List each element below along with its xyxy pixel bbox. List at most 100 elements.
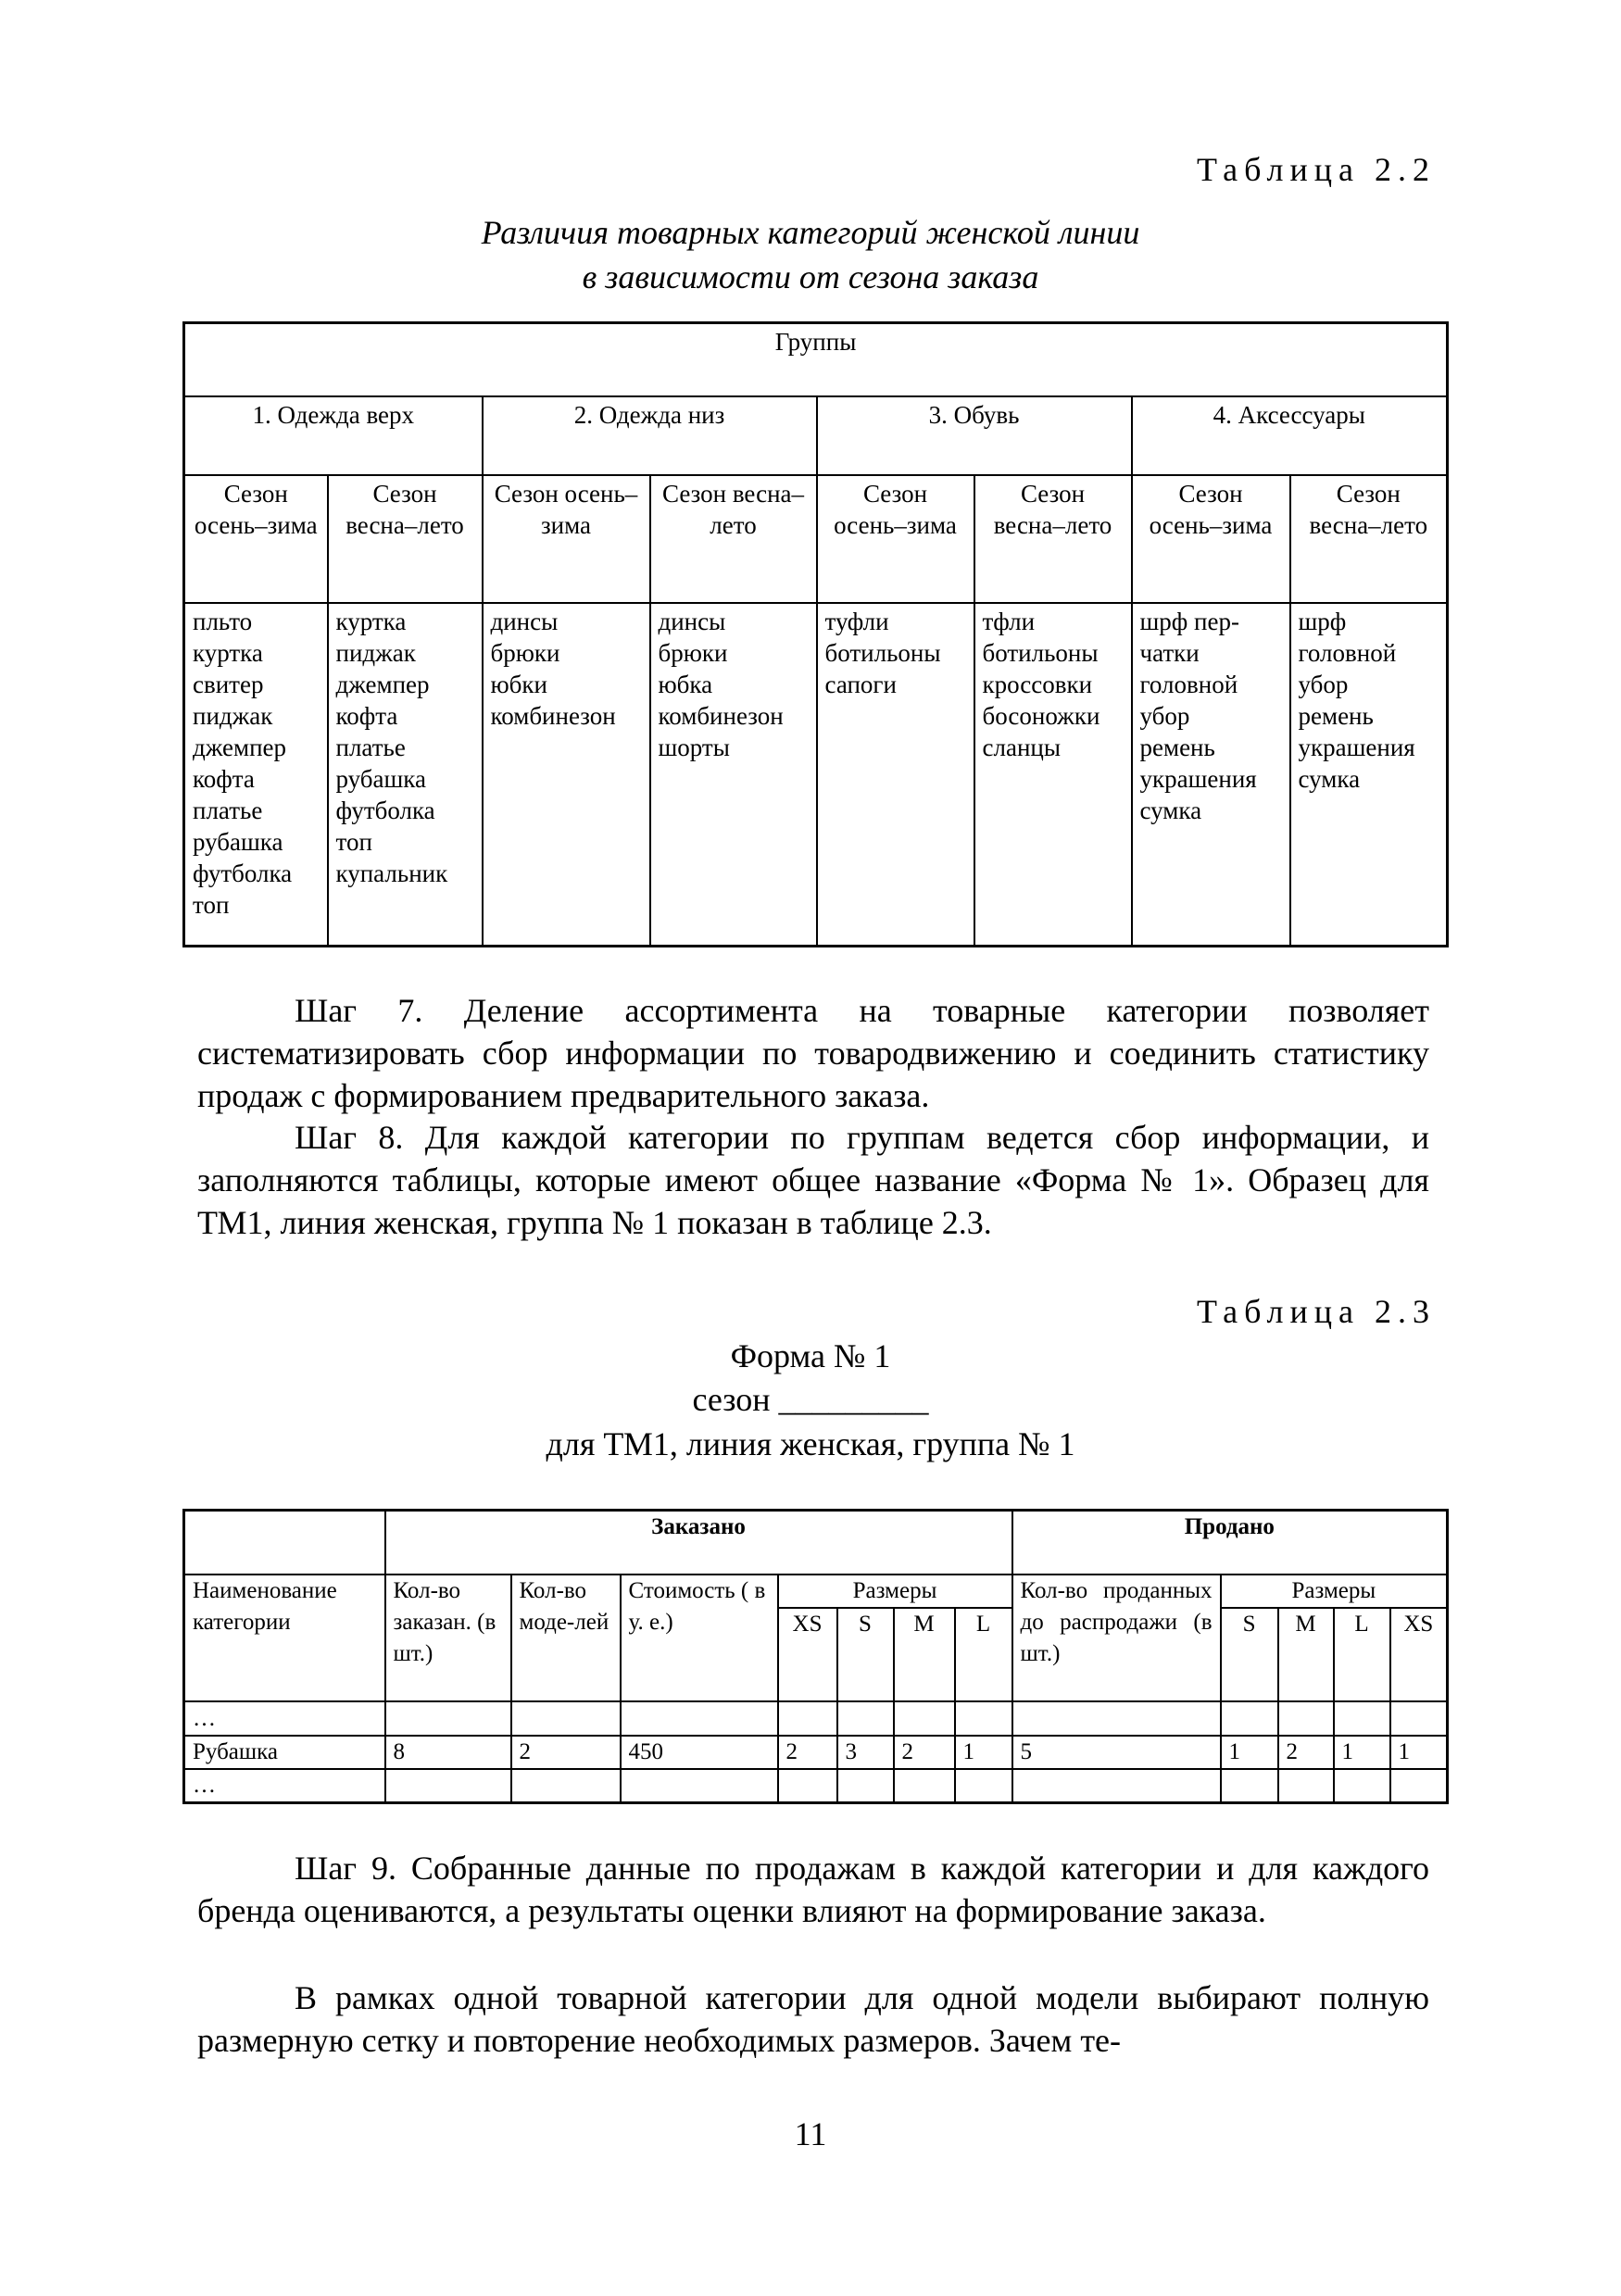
category-item: украшения (1139, 764, 1257, 793)
models-header: Кол-во моде-лей (509, 1573, 622, 1702)
table-2-3-label: Таблица 2.3 (1197, 1293, 1436, 1330)
table-2-2-label: Таблица 2.2 (1197, 151, 1436, 188)
category-list-cell: шрф пер-чатки головной убор ремень украшения… (1130, 601, 1291, 947)
step-7-text: Шаг 7. Деление ассортимента на товарные … (197, 992, 1429, 1114)
category-item: сумка (1139, 796, 1202, 824)
form-title: Форма № 1 (730, 1337, 891, 1374)
empty-header-cell (182, 1509, 386, 1575)
category-item: шрф (1298, 607, 1347, 635)
value-cell: 1 (1332, 1734, 1391, 1770)
category-item: чатки (1139, 638, 1200, 667)
size-header: XS (1389, 1606, 1449, 1702)
table-2-2-title-line1: Различия товарных категорий женской лини… (481, 214, 1140, 251)
value-cell: 3 (836, 1734, 895, 1770)
category-item: пиджак (335, 638, 416, 667)
category-item: тфли (982, 607, 1036, 635)
category-item: украшения (1298, 733, 1415, 761)
category-name-cell: Рубашка (182, 1734, 386, 1770)
season-header: Сезон весна–лето (326, 473, 484, 604)
category-item: джемпер (335, 670, 430, 698)
value-cell: 1 (1219, 1734, 1279, 1770)
value-cell (619, 1767, 779, 1803)
category-list-cell: шрф головной убор ремень украшения сумка (1288, 601, 1449, 947)
category-item: брюки (490, 638, 560, 667)
category-item: ботильоны (982, 638, 1099, 667)
form-subtitle: для ТМ1, линия женская, группа № 1 (546, 1425, 1075, 1462)
group-header: 1. Одежда верх (182, 395, 484, 476)
category-item: сумка (1298, 764, 1361, 793)
category-name-cell: … (182, 1767, 386, 1803)
cost-header: Стоимость ( в у. е.) (619, 1573, 779, 1702)
table-2-2-title-line2: в зависимости от сезона заказа (582, 258, 1039, 295)
value-cell (619, 1700, 779, 1737)
value-cell (1332, 1700, 1391, 1737)
category-item: головной (1298, 638, 1397, 667)
value-cell: 2 (509, 1734, 622, 1770)
value-cell (892, 1767, 956, 1803)
ordered-sizes-header: Размеры (776, 1573, 1013, 1609)
step-8-text: Шаг 8. Для каждой категории по группам в… (197, 1119, 1429, 1241)
value-cell: 5 (1011, 1734, 1222, 1770)
category-name-cell: … (182, 1700, 386, 1737)
value-cell (1219, 1700, 1279, 1737)
category-item: куртка (193, 638, 263, 667)
category-item: кофта (193, 764, 255, 793)
category-item: пльто (193, 607, 253, 635)
category-item: туфли (824, 607, 889, 635)
value-cell (892, 1700, 956, 1737)
category-item: джемпер (193, 733, 287, 761)
step-8-paragraph: Шаг 8. Для каждой категории по группам в… (197, 1116, 1429, 1244)
season-header: Сезон осень–зима (1130, 473, 1291, 604)
category-item: динсы (490, 607, 559, 635)
value-cell: 1 (1389, 1734, 1449, 1770)
groups-header: Группы (182, 321, 1449, 397)
category-list-cell: тфли ботильоны кроссовки босоножки сланцы (973, 601, 1133, 947)
table-row: Рубашка 8 2 450 2 3 2 1 5 1 2 1 1 (182, 1734, 1449, 1770)
season-header: Сезон осень–зима (182, 473, 329, 604)
value-cell (1389, 1767, 1449, 1803)
table-2-2: Группы 1. Одежда верх 2. Одежда низ 3. Обу… (182, 321, 1450, 947)
value-cell: 8 (383, 1734, 512, 1770)
size-header: XS (776, 1606, 838, 1702)
value-cell (1389, 1700, 1449, 1737)
category-item: пиджак (193, 701, 273, 730)
value-cell: 2 (776, 1734, 838, 1770)
category-name-header: Наименование категории (182, 1573, 386, 1702)
category-item: купальник (335, 859, 448, 887)
last-paragraph: В рамках одной товарной категории для од… (197, 1976, 1429, 2062)
value-cell (1219, 1767, 1279, 1803)
value-cell (509, 1700, 622, 1737)
step-9-text: Шаг 9. Собранные данные по продажам в ка… (197, 1850, 1429, 1929)
category-item: убор (1139, 701, 1190, 730)
category-item: шрф пер- (1139, 607, 1239, 635)
group-header: 4. Аксессуары (1130, 395, 1449, 476)
size-header: L (1332, 1606, 1391, 1702)
category-item: топ (335, 827, 372, 856)
last-paragraph-text: В рамках одной товарной категории для од… (197, 1979, 1429, 2059)
ordered-header: Заказано (383, 1509, 1013, 1575)
step-9-paragraph: Шаг 9. Собранные данные по продажам в ка… (197, 1847, 1429, 1932)
value-cell (953, 1767, 1013, 1803)
season-line: сезон _________ (692, 1381, 929, 1418)
season-header: Сезон осень–зима (481, 473, 651, 604)
value-cell (383, 1700, 512, 1737)
sold-header: Продано (1011, 1509, 1449, 1575)
table-row: … (182, 1700, 1449, 1737)
value-cell (776, 1767, 838, 1803)
page-number: 11 (794, 2115, 827, 2152)
value-cell (953, 1700, 1013, 1737)
value-cell (509, 1767, 622, 1803)
size-header: M (892, 1606, 956, 1702)
size-header: M (1276, 1606, 1335, 1702)
category-item: кофта (335, 701, 398, 730)
value-cell (1332, 1767, 1391, 1803)
size-header: S (836, 1606, 895, 1702)
group-header: 3. Обувь (815, 395, 1133, 476)
category-item: кроссовки (982, 670, 1093, 698)
category-item: ремень (1298, 701, 1374, 730)
category-item: платье (335, 733, 406, 761)
category-item: динсы (658, 607, 726, 635)
value-cell (836, 1700, 895, 1737)
value-cell (1276, 1767, 1335, 1803)
category-item: комбинезон (490, 701, 616, 730)
